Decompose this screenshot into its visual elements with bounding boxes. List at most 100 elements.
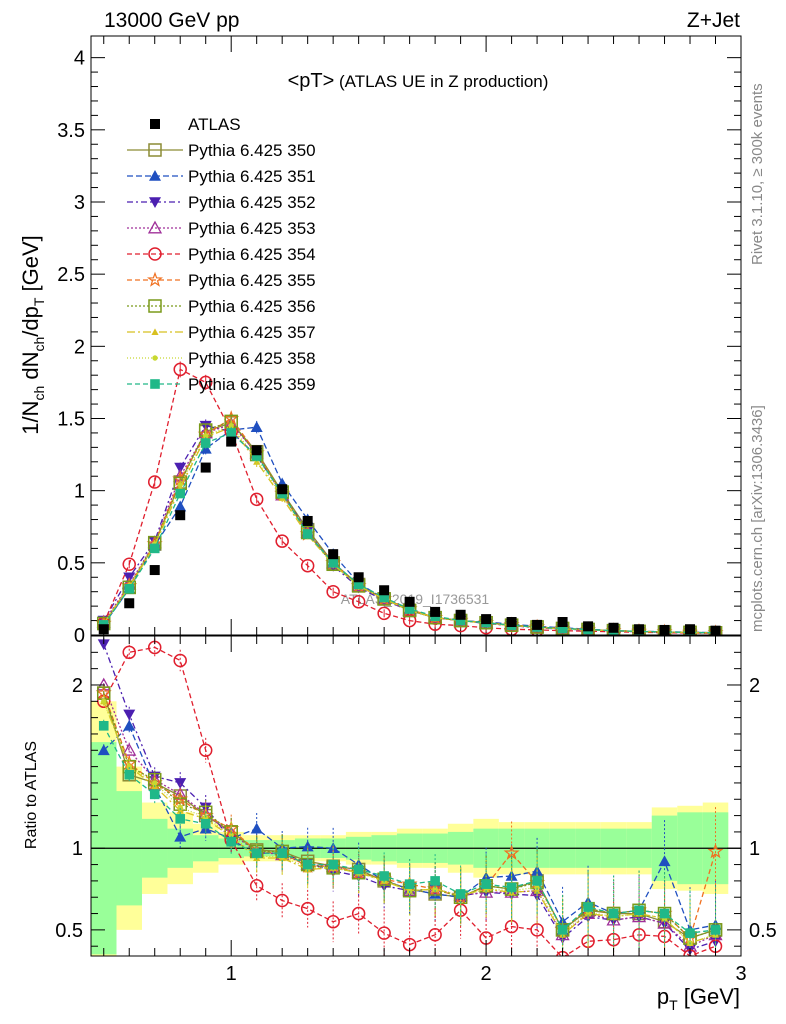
legend-marker-pythia-6-425-352 xyxy=(149,197,161,208)
y-tick-label: 0 xyxy=(74,625,85,647)
atlas-data-point xyxy=(226,436,237,447)
ratio-point-pythia-6-425-359 xyxy=(124,769,135,780)
ratio-point-pythia-6-425-359 xyxy=(557,925,568,935)
y-tick-label: 3.5 xyxy=(57,120,85,142)
data-point-pythia-6-425-354 xyxy=(402,613,417,628)
ratio-point-pythia-6-425-354 xyxy=(198,743,213,758)
ratio-point-pythia-6-425-359 xyxy=(379,871,389,881)
data-point-pythia-6-425-359 xyxy=(328,558,338,568)
ratio-point-pythia-6-425-359 xyxy=(98,720,109,731)
data-point-pythia-6-425-354 xyxy=(326,584,340,599)
ratio-tick-label: 1 xyxy=(72,838,83,860)
data-point-pythia-6-425-354 xyxy=(173,362,187,377)
ratio-uncertainty-bands xyxy=(91,701,741,956)
y-tick-label: 1 xyxy=(74,481,85,503)
ratio-point-pythia-6-425-359 xyxy=(226,836,236,847)
data-point-pythia-6-425-359 xyxy=(251,451,262,461)
ratio-point-pythia-6-425-359 xyxy=(149,789,160,800)
ratio-point-pythia-6-425-355 xyxy=(707,843,724,859)
atlas-data-point xyxy=(659,624,670,635)
data-point-pythia-6-425-354 xyxy=(275,534,289,548)
x-axis-label: pT [GeV] xyxy=(657,984,740,1013)
ratio-point-pythia-6-425-354 xyxy=(122,645,136,660)
data-point-pythia-6-425-359 xyxy=(404,604,415,614)
mcplots-label: mcplots.cern.ch [arXiv:1306.3436] xyxy=(749,405,766,632)
ratio-point-pythia-6-425-358 xyxy=(126,763,132,770)
data-point-pythia-6-425-359 xyxy=(455,615,466,626)
atlas-data-point xyxy=(557,617,568,628)
atlas-data-point xyxy=(302,515,313,526)
ratio-point-pythia-6-425-359 xyxy=(404,879,415,889)
ratio-point-pythia-6-425-359 xyxy=(634,905,644,916)
y-tick-label: 4 xyxy=(74,48,85,70)
atlas-data-point xyxy=(634,624,645,635)
atlas-data-point xyxy=(251,445,262,456)
top-axis-ticks: 0 0.5 1 1.5 2 2.5 3 3.5 4 xyxy=(57,36,742,647)
ratio-point-pythia-6-425-354 xyxy=(300,901,315,916)
x-tick-label: 1 xyxy=(226,963,237,985)
atlas-data-points xyxy=(98,436,721,635)
ratio-tick-label-right: 0.5 xyxy=(749,920,777,942)
ratio-point-pythia-6-425-352 xyxy=(174,778,187,789)
data-point-pythia-6-425-358 xyxy=(177,482,183,488)
ratio-tick-label: 2 xyxy=(72,675,83,697)
ratio-point-pythia-6-425-358 xyxy=(534,884,540,891)
legend-marker-pythia-6-425-350 xyxy=(148,143,162,157)
rivet-version-label: Rivet 3.1.10, ≥ 300k events xyxy=(749,83,766,265)
atlas-data-point xyxy=(124,598,135,609)
atlas-data-point xyxy=(685,624,696,635)
ratio-series xyxy=(95,638,724,956)
atlas-data-point xyxy=(200,462,211,473)
ratio-point-pythia-6-425-351 xyxy=(97,744,110,756)
ratio-point-pythia-6-425-354 xyxy=(606,932,621,947)
x-tick-label: 3 xyxy=(735,963,746,985)
ratio-point-pythia-6-425-354 xyxy=(249,879,264,893)
header-process: Z+Jet xyxy=(687,9,740,32)
ratio-tick-label-right: 2 xyxy=(749,675,760,697)
ratio-point-pythia-6-425-354 xyxy=(632,928,646,942)
legend-marker-pythia-6-425-354 xyxy=(148,247,162,261)
data-point-pythia-6-425-359 xyxy=(149,543,160,554)
legend-label-pythia-6-425-350: Pythia 6.425 350 xyxy=(188,141,316,160)
ratio-point-pythia-6-425-358 xyxy=(406,887,413,894)
ratio-point-pythia-6-425-359 xyxy=(430,876,440,886)
ratio-point-pythia-6-425-359 xyxy=(710,925,721,935)
atlas-data-point xyxy=(379,585,390,596)
atlas-data-point xyxy=(98,624,109,635)
data-point-pythia-6-425-354 xyxy=(122,557,136,572)
ratio-point-pythia-6-425-355 xyxy=(503,844,520,860)
y-tick-label: 1.5 xyxy=(57,408,85,430)
data-point-pythia-6-425-352 xyxy=(174,462,187,474)
ratio-point-pythia-6-425-353 xyxy=(96,677,111,691)
ratio-point-pythia-6-425-359 xyxy=(175,814,186,824)
data-point-pythia-6-425-359 xyxy=(302,529,313,539)
legend-marker-pythia-6-425-356 xyxy=(148,299,162,313)
ratio-point-pythia-6-425-354 xyxy=(173,653,187,668)
ratio-point-pythia-6-425-358 xyxy=(228,832,234,838)
data-point-pythia-6-425-359 xyxy=(124,584,135,594)
ratio-point-pythia-6-425-354 xyxy=(377,926,391,940)
ratio-point-pythia-6-425-352 xyxy=(123,709,136,721)
data-point-pythia-6-425-351 xyxy=(174,500,187,512)
data-point-pythia-6-425-359 xyxy=(200,438,211,448)
ratio-point-pythia-6-425-351 xyxy=(250,822,263,834)
data-point-pythia-6-425-359 xyxy=(175,488,186,499)
atlas-data-point xyxy=(608,622,619,633)
data-point-pythia-6-425-359 xyxy=(379,592,389,603)
ratio-point-pythia-6-425-354 xyxy=(428,928,442,942)
y-tick-label: 2.5 xyxy=(57,264,85,286)
ratio-point-pythia-6-425-359 xyxy=(583,902,593,912)
y-tick-label: 0.5 xyxy=(57,553,85,575)
atlas-data-point xyxy=(481,614,492,625)
ratio-point-pythia-6-425-359 xyxy=(532,876,542,886)
data-point-pythia-6-425-354 xyxy=(377,606,391,621)
header-energy: 13000 GeV pp xyxy=(104,9,239,32)
atlas-data-point xyxy=(175,510,186,521)
ratio-tick-label: 0.5 xyxy=(55,920,83,942)
main-plot-frame xyxy=(90,35,742,636)
legend-marker-pythia-6-425-358 xyxy=(152,355,158,361)
legend-label-pythia-6-425-353: Pythia 6.425 353 xyxy=(188,219,316,238)
data-point-pythia-6-425-354 xyxy=(300,558,315,573)
ratio-point-pythia-6-425-358 xyxy=(101,698,107,705)
legend-marker-atlas xyxy=(150,119,160,129)
